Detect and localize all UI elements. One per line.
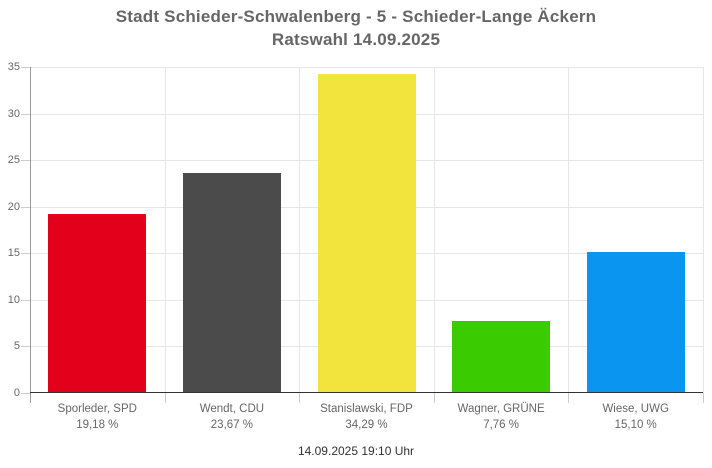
candidate-name: Sporleder, SPD xyxy=(57,403,137,415)
percentage-value: 19,18 % xyxy=(76,419,119,431)
x-gridline xyxy=(433,67,435,393)
x-gridline xyxy=(164,67,166,393)
category-label: Wiese, UWG 15,10 % xyxy=(568,401,703,433)
x-axis-tick xyxy=(164,393,166,403)
category-label: Wendt, CDU 23,67 % xyxy=(165,401,300,433)
x-gridline xyxy=(299,67,301,393)
chart-bar[interactable] xyxy=(48,214,147,393)
percentage-value: 15,10 % xyxy=(614,419,657,431)
x-gridline xyxy=(568,67,570,393)
chart-title: Stadt Schieder-Schwalenberg - 5 - Schied… xyxy=(115,7,597,26)
y-axis-tick-label: 5 xyxy=(13,340,20,353)
y-gridline xyxy=(30,67,703,68)
x-axis-tick xyxy=(703,393,704,403)
category-label: Stanislawski, FDP 34,29 % xyxy=(299,401,434,433)
y-axis-tick xyxy=(21,67,30,68)
y-axis-tick xyxy=(21,113,30,115)
chart-bar[interactable] xyxy=(452,320,551,393)
plot-area: 0 5 10 15 20 25 30 35 Sporleder, SPD 19,18 % Wendt… xyxy=(8,61,704,431)
percentage-value: 34,29 % xyxy=(345,419,388,431)
chart-bar[interactable] xyxy=(182,172,281,393)
category-label: Wagner, GRÜNE 7,76 % xyxy=(434,401,569,433)
y-axis-tick xyxy=(21,206,30,208)
timestamp-label: 14.09.2025 19:10 Uhr xyxy=(297,444,415,458)
y-axis-tick xyxy=(21,160,30,162)
y-axis-tick-label: 10 xyxy=(7,293,20,306)
chart-bar[interactable] xyxy=(317,73,416,393)
category-label: Sporleder, SPD 19,18 % xyxy=(30,401,165,433)
y-axis-tick xyxy=(21,393,30,394)
x-axis-tick xyxy=(433,393,435,403)
y-axis-tick xyxy=(21,299,30,301)
percentage-value: 23,67 % xyxy=(210,419,253,431)
y-axis-tick-label: 35 xyxy=(7,61,20,73)
x-axis-tick xyxy=(568,393,570,403)
y-axis-tick-label: 25 xyxy=(7,154,20,167)
x-gridline xyxy=(703,67,704,393)
chart-subtitle: Ratswahl 14.09.2025 xyxy=(271,30,441,49)
y-axis-tick-label: 15 xyxy=(7,247,20,260)
y-axis-tick-label: 0 xyxy=(13,387,20,399)
candidate-name: Wendt, CDU xyxy=(199,403,265,415)
chart-bar[interactable] xyxy=(586,252,685,393)
y-axis-tick-label: 30 xyxy=(7,107,20,120)
y-axis-tick xyxy=(21,253,30,255)
y-axis-line xyxy=(30,67,31,403)
candidate-name: Wagner, GRÜNE xyxy=(457,403,545,415)
y-axis-tick xyxy=(21,346,30,348)
candidate-name: Stanislawski, FDP xyxy=(320,403,413,415)
y-axis-tick-label: 20 xyxy=(7,200,20,213)
x-axis-tick xyxy=(299,393,301,403)
candidate-name: Wiese, UWG xyxy=(602,403,669,415)
percentage-value: 7,76 % xyxy=(483,419,519,431)
x-axis-line xyxy=(30,391,703,393)
